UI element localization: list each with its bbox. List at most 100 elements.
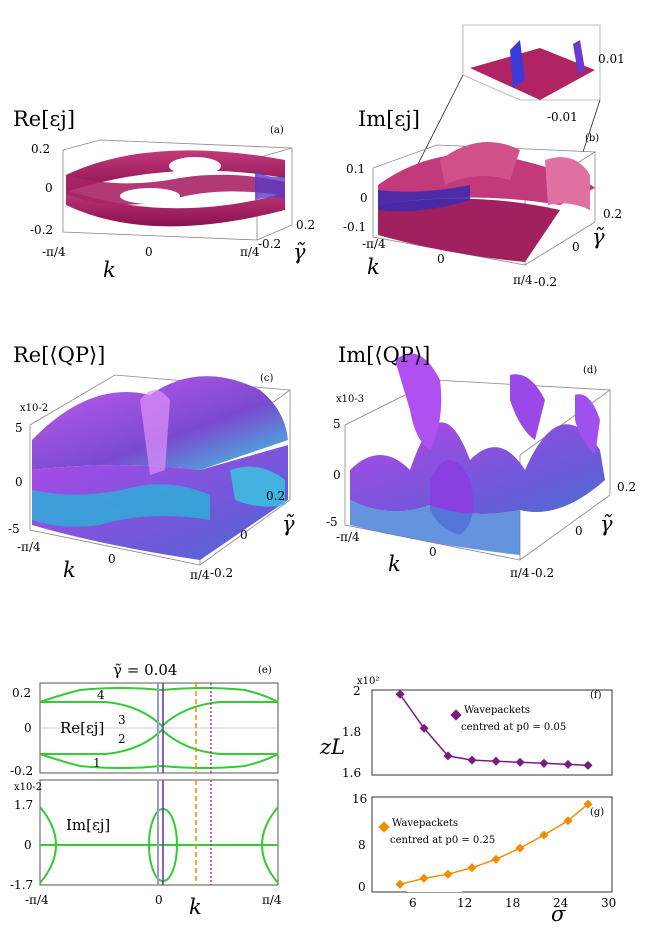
panel-f-data-point <box>491 756 501 766</box>
panel-f-data-point <box>467 755 477 765</box>
f-y-tick-top: 2 <box>353 684 361 698</box>
g-x-tick-6: 6 <box>409 896 417 910</box>
f-legend-line2: centred at p0 = 0.05 <box>461 722 567 733</box>
panel-f-data-point <box>419 723 429 733</box>
panel-a-title: Re[εj] <box>13 107 76 131</box>
panel-g-frame <box>371 796 613 893</box>
k-axis-label: k <box>189 895 202 919</box>
re-tick-top: 0.2 <box>12 686 32 700</box>
panel-e-tag: (e) <box>258 665 272 676</box>
g-tick-mid: 0 <box>240 528 248 542</box>
g-legend-line1: Wavepackets <box>392 818 459 829</box>
k-tick-left: -π/4 <box>42 245 66 259</box>
gamma-axis-label: γ̃ <box>282 512 295 536</box>
band-3: 3 <box>118 713 126 727</box>
g-legend-line2: centred at p0 = 0.25 <box>390 835 496 846</box>
panel-f-scale: x10² <box>357 676 380 687</box>
band-4: 4 <box>97 688 105 702</box>
g-tick-mid: 0 <box>572 240 580 254</box>
panel-f-frame <box>371 689 613 776</box>
gamma-axis-label: γ̃ <box>600 512 613 536</box>
k-tick-mid: 0 <box>429 545 437 559</box>
panel-g-data-point <box>515 843 525 853</box>
panel-g-data-point <box>563 816 573 826</box>
panel-f-data-point <box>539 758 549 768</box>
g-x-tick-12: 12 <box>457 896 473 910</box>
panel-a-tag: (a) <box>270 125 284 136</box>
k-tick-right: π/4 <box>190 568 210 582</box>
band-2: 2 <box>118 732 126 746</box>
re-tick-bottom: -0.2 <box>10 764 34 778</box>
panel-g-data-point <box>395 879 405 889</box>
gamma-axis-label: γ̃ <box>592 225 605 249</box>
g-x-tick-30: 30 <box>601 896 617 910</box>
g-tick-bottom: -0.2 <box>531 566 555 580</box>
panel-b-title: Im[εj] <box>358 107 420 131</box>
panel-g-data-point <box>539 830 549 840</box>
z-tick-bottom: -0.2 <box>30 223 54 237</box>
g-y-tick-mid: 8 <box>358 838 366 852</box>
im-tick-bottom: -1.7 <box>10 878 34 892</box>
inset-tick-bottom: -0.01 <box>547 110 578 124</box>
g-y-tick-bottom: 0 <box>358 880 366 894</box>
z-tick-top: 5 <box>15 421 23 435</box>
scale-factor: x10-3 <box>336 394 365 405</box>
panel-f-data-point <box>443 751 453 761</box>
f-legend-line1: Wavepackets <box>464 705 531 716</box>
z-tick-mid: 0 <box>15 475 23 489</box>
g-y-tick-top: 16 <box>352 792 368 806</box>
panel-d-title: Im[⟨QP⟩] <box>338 343 431 367</box>
panel-b-tag: (b) <box>585 133 600 144</box>
g-tick-bottom: -0.2 <box>210 566 234 580</box>
k-tick-right: π/4 <box>510 566 530 580</box>
z-tick-mid: 0 <box>333 468 341 482</box>
panel-c-tag: (c) <box>260 373 274 384</box>
z-tick-bottom: -5 <box>326 515 338 529</box>
k-tick-right: π/4 <box>240 245 260 259</box>
z-tick-top: 0.1 <box>346 162 366 176</box>
k-axis-label: k <box>367 255 380 279</box>
k-tick-right: π/4 <box>262 893 282 907</box>
k-tick-left: -π/4 <box>25 893 49 907</box>
panel-d-tag: (d) <box>583 365 598 376</box>
surface-bottom-band <box>66 190 285 227</box>
im-label: Im[εj] <box>66 816 111 834</box>
k-tick-left: -π/4 <box>17 540 41 554</box>
g-tick-top: 0.2 <box>603 207 623 221</box>
k-axis-label: k <box>388 552 401 576</box>
re-tick-mid: 0 <box>24 721 32 735</box>
z-tick-bottom: -5 <box>8 522 20 536</box>
panel-g-tag: (g) <box>590 807 605 818</box>
g-x-axis-label: σ <box>551 902 566 926</box>
panel-g-data-point <box>419 873 429 883</box>
im-tick-mid: 0 <box>24 838 32 852</box>
k-tick-mid: 0 <box>145 245 153 259</box>
k-tick-mid: 0 <box>155 893 163 907</box>
k-tick-left: -π/4 <box>362 237 386 251</box>
g-tick-top: 0.2 <box>266 489 286 503</box>
g-tick-left: -0.2 <box>258 237 282 251</box>
z-tick-top: 0.2 <box>31 142 51 156</box>
k-tick-mid: 0 <box>437 252 445 266</box>
g-tick-bottom: -0.2 <box>534 275 558 289</box>
panel-f-data-point <box>515 757 525 767</box>
g-tick-top: 0.2 <box>617 480 637 494</box>
z-tick-top: 5 <box>333 417 341 431</box>
im-tick-top: 1.7 <box>14 798 34 812</box>
panel-c-title: Re[⟨QP⟩] <box>13 343 106 367</box>
panel-g-data-point <box>583 799 593 809</box>
g-tick-right: 0.2 <box>296 218 316 232</box>
z-tick-mid: 0 <box>360 191 368 205</box>
panel-g-data-point <box>491 854 501 864</box>
band-1: 1 <box>93 756 101 770</box>
g-x-tick-24: 24 <box>553 896 569 910</box>
k-tick-right: π/4 <box>513 273 533 287</box>
panel-f-data-point <box>395 689 405 699</box>
f-y-tick-bottom: 1.6 <box>342 766 362 780</box>
k-tick-left: -π/4 <box>336 530 360 544</box>
